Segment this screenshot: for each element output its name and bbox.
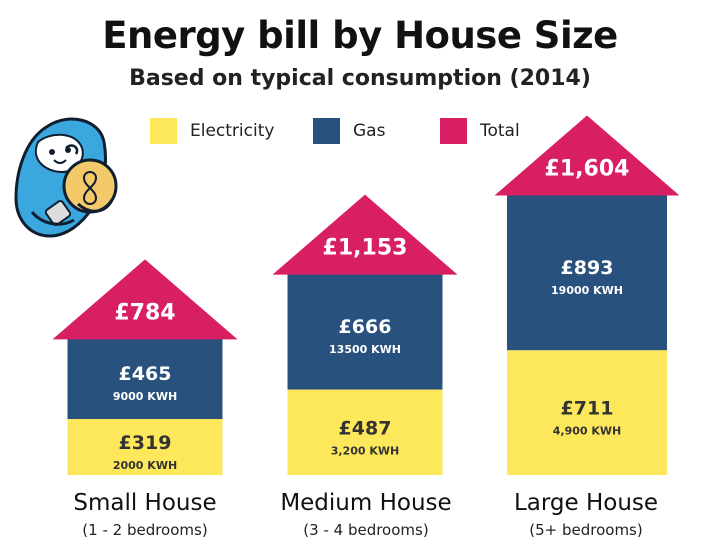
legend-label-gas: Gas — [353, 121, 386, 141]
legend-item-gas: Gas — [313, 118, 385, 144]
category-note-medium: (3 - 4 bedrooms) — [303, 521, 429, 539]
usage-label-gas-medium: 13500 KWH — [329, 343, 401, 356]
chart-subtitle: Based on typical consumption (2014) — [129, 66, 591, 91]
data-label-gas-medium: £666 — [339, 316, 392, 338]
category-label-small: Small House — [73, 490, 217, 516]
legend-item-electricity: Electricity — [150, 118, 274, 144]
category-label-large: Large House — [513, 490, 659, 516]
usage-label-gas-large: 19000 KWH — [551, 284, 623, 297]
data-label-electricity-large: £711 — [561, 398, 614, 420]
usage-label-electricity-small: 2000 KWH — [113, 459, 177, 472]
usage-label-electricity-large: 4,900 KWH — [553, 425, 622, 438]
usage-label-gas-small: 9000 KWH — [113, 390, 177, 403]
data-label-total-medium: £1,153 — [323, 236, 408, 261]
usage-label-electricity-medium: 3,200 KWH — [331, 444, 400, 457]
bar-electricity-medium — [287, 389, 443, 475]
bar-gas-small — [67, 337, 223, 420]
bar-electricity-small — [67, 419, 223, 475]
bar-gas-large — [507, 193, 667, 351]
data-label-electricity-medium: £487 — [339, 417, 392, 439]
legend-swatch-gas — [313, 118, 340, 144]
legend-swatch-total — [440, 118, 467, 144]
data-label-total-small: £784 — [114, 300, 175, 325]
category-note-small: (1 - 2 bedrooms) — [82, 521, 208, 539]
legend-label-total: Total — [480, 121, 520, 141]
category-note-large: (5+ bedrooms) — [529, 521, 643, 539]
roof-total-medium — [272, 194, 458, 275]
legend-item-total: Total — [440, 118, 520, 144]
roof-total-large — [494, 115, 680, 196]
bar-electricity-large — [507, 350, 667, 475]
data-label-gas-large: £893 — [561, 257, 614, 279]
legend-label-electricity: Electricity — [190, 121, 275, 141]
sloth-hugging-lightbulb-icon — [14, 117, 118, 238]
bar-gas-medium — [287, 272, 443, 390]
chart-title: Energy bill by House Size — [102, 14, 618, 57]
legend: Electricity Gas Total — [0, 118, 720, 148]
category-label-medium: Medium House — [280, 490, 452, 516]
legend-swatch-electricity — [150, 118, 177, 144]
data-label-gas-small: £465 — [119, 363, 172, 385]
roof-total-small — [52, 259, 238, 340]
data-label-electricity-small: £319 — [119, 432, 172, 454]
data-label-total-large: £1,604 — [545, 156, 630, 181]
